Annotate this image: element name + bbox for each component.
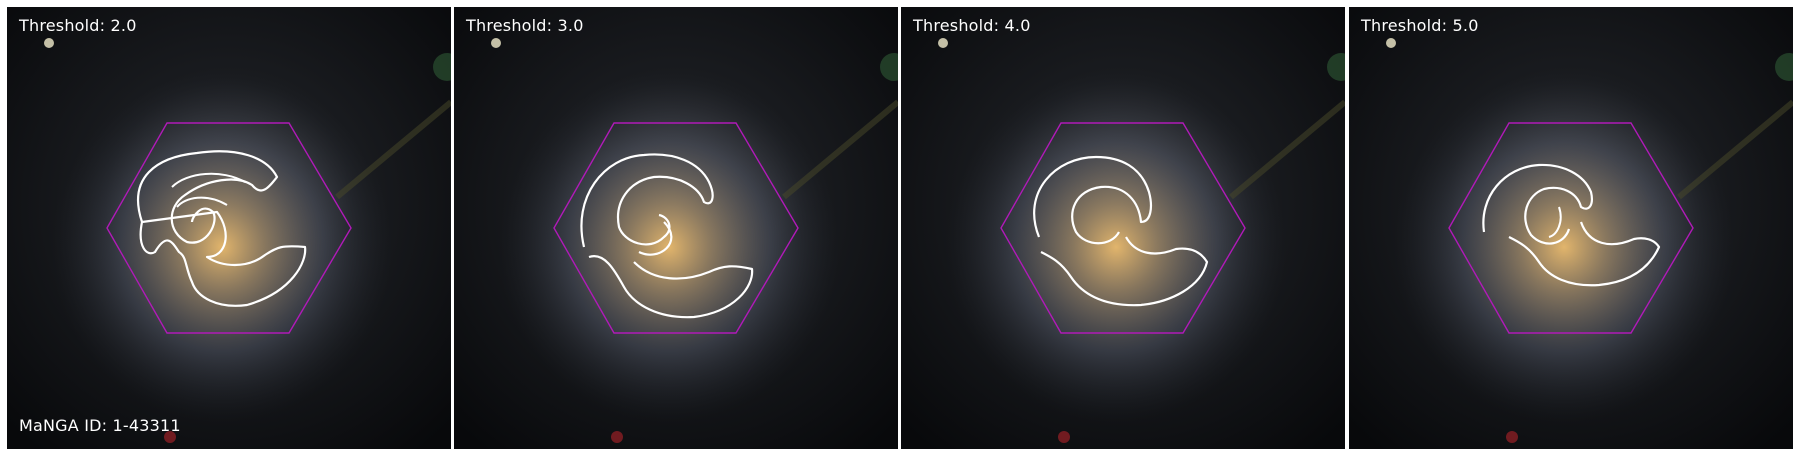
panel-threshold-5: Threshold: 5.0 xyxy=(1349,7,1793,449)
hexagon-outline xyxy=(106,122,352,334)
contour-line xyxy=(580,153,754,319)
panel-title: Threshold: 2.0 xyxy=(19,16,137,35)
hexagon-outline xyxy=(1448,122,1694,334)
galaxy-image xyxy=(7,7,451,449)
panel-threshold-4: Threshold: 4.0 xyxy=(901,7,1345,449)
panel-title: Threshold: 4.0 xyxy=(913,16,1031,35)
contour-line xyxy=(1482,163,1661,287)
panel-threshold-3: Threshold: 3.0 xyxy=(454,7,898,449)
contour-line xyxy=(1033,155,1209,307)
contour-line-inner xyxy=(1548,206,1562,238)
panel-title: Threshold: 5.0 xyxy=(1361,16,1479,35)
galaxy-image xyxy=(1349,7,1793,449)
galaxy-image xyxy=(901,7,1345,449)
panel-title: Threshold: 3.0 xyxy=(466,16,584,35)
contour-line-inner xyxy=(171,172,246,208)
hexagon-outline xyxy=(553,122,799,334)
hexagon-outline xyxy=(1000,122,1246,334)
galaxy-image xyxy=(454,7,898,449)
panel-threshold-2: Threshold: 2.0 MaNGA ID: 1-43311 xyxy=(7,7,451,449)
manga-id-label: MaNGA ID: 1-43311 xyxy=(19,416,181,435)
